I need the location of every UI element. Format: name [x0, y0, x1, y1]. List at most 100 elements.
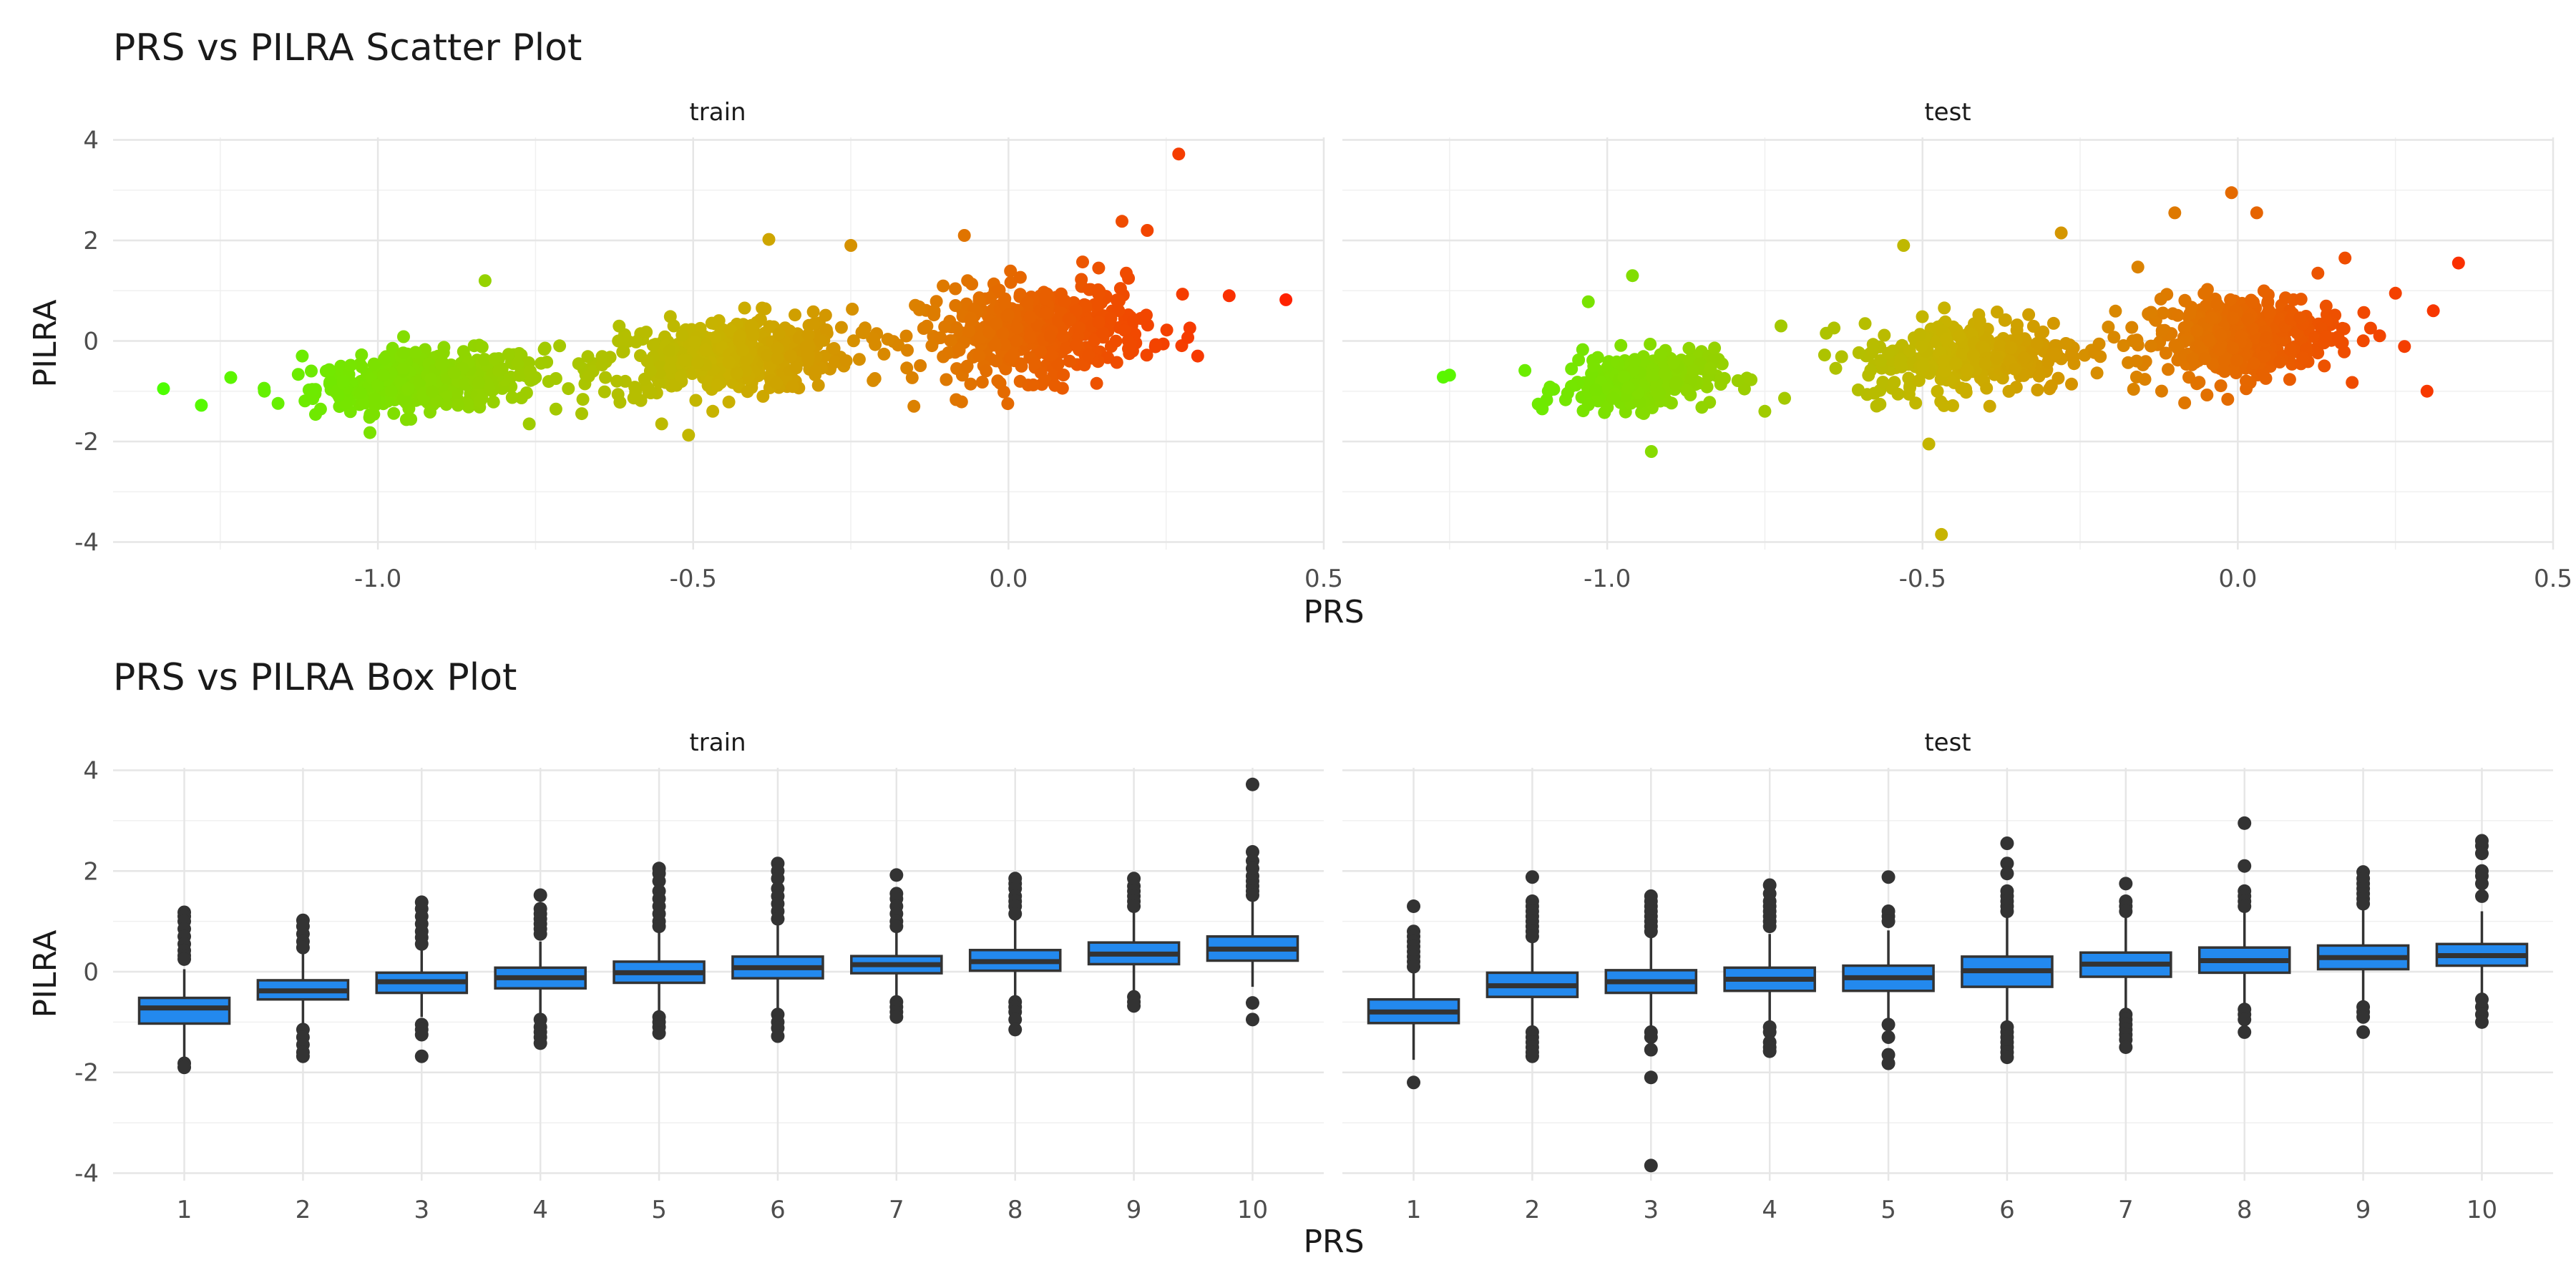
- scatter-point: [640, 326, 653, 339]
- scatter-point: [2155, 384, 2168, 398]
- scatter-point: [1082, 348, 1096, 362]
- scatter-point: [2047, 347, 2061, 361]
- scatter-point: [955, 395, 968, 409]
- scatter-point: [1931, 384, 1944, 398]
- box-iqr: [137, 996, 231, 1025]
- scatter-point: [2214, 328, 2228, 342]
- x-tick-label: 2: [1525, 1196, 1541, 1224]
- scatter-point: [224, 371, 238, 384]
- scatter-point: [582, 369, 595, 383]
- scatter-point: [1903, 344, 1916, 358]
- scatter-point: [944, 334, 957, 347]
- scatter-point: [1109, 334, 1123, 348]
- scatter-point: [1090, 376, 1103, 390]
- x-tick-label: 2: [296, 1196, 311, 1224]
- scatter-point: [1004, 264, 1018, 278]
- scatter-point: [1002, 308, 1015, 322]
- scatter-point: [1999, 313, 2012, 326]
- scatter-point: [2214, 379, 2228, 393]
- box-outlier: [533, 927, 547, 941]
- box-outlier: [1407, 960, 1421, 974]
- scatter-point: [195, 399, 208, 412]
- scatter-point: [344, 358, 357, 372]
- scatter-point: [336, 374, 350, 388]
- scatter-point: [988, 338, 1002, 352]
- scatter-point: [1644, 445, 1658, 458]
- scatter-point: [2127, 383, 2140, 396]
- scatter-point: [1912, 374, 1926, 387]
- scatter-point: [758, 302, 772, 316]
- scatter-point: [925, 339, 939, 353]
- scatter-point: [1990, 351, 2004, 365]
- scatter-point: [2004, 341, 2018, 355]
- scatter-point: [1669, 376, 1683, 389]
- scatter-point: [1949, 356, 1963, 370]
- box-outlier: [771, 912, 785, 926]
- scatter-point: [447, 366, 461, 380]
- scatter-point: [1873, 398, 1887, 411]
- scatter-point: [689, 394, 703, 407]
- scatter-point: [1940, 333, 1953, 346]
- scatter-point: [2139, 355, 2152, 369]
- y-tick-label: 2: [83, 227, 99, 255]
- x-tick-label: -0.5: [670, 565, 717, 593]
- scatter-point: [2168, 206, 2182, 220]
- scatter-point: [599, 371, 613, 384]
- scatter-point: [1028, 357, 1042, 370]
- scatter-point: [1606, 391, 1620, 405]
- scatter-point: [2293, 311, 2307, 325]
- scatter-point: [1818, 348, 1831, 362]
- scatter-point: [1828, 321, 1841, 335]
- box-outlier: [1644, 1158, 1658, 1173]
- scatter-point: [1654, 348, 1667, 361]
- scatter-point: [1955, 381, 1968, 395]
- scatter-point: [1915, 339, 1928, 353]
- scatter-point: [1891, 387, 1905, 401]
- scatter-point: [1626, 269, 1639, 283]
- scatter-point: [1443, 369, 1456, 382]
- y-tick-label: -2: [74, 1059, 99, 1088]
- scatter-point: [2130, 333, 2144, 347]
- scatter-point: [2031, 336, 2044, 350]
- scatter-point: [305, 364, 318, 378]
- scatter-point: [2155, 324, 2169, 337]
- scatter-point: [912, 303, 926, 316]
- scatter-point: [952, 343, 966, 357]
- scatter-point: [618, 335, 632, 348]
- scatter-point: [1946, 399, 1959, 412]
- scatter-point: [1565, 362, 1579, 376]
- scatter-point: [722, 395, 736, 409]
- scatter-panel-test: -1.0 -0.5 0.0 0.5: [1342, 137, 2572, 593]
- box-outlier: [889, 868, 904, 882]
- scatter-point: [1010, 334, 1023, 348]
- scatter-point: [2178, 396, 2192, 409]
- x-tick-label: 5: [1880, 1196, 1896, 1224]
- scatter-point: [1040, 306, 1053, 320]
- scatter-point: [1637, 406, 1651, 420]
- scatter-point: [1916, 310, 1929, 323]
- scatter-point: [2389, 286, 2402, 300]
- scatter-point: [1626, 364, 1640, 378]
- scatter-point: [1110, 293, 1123, 307]
- box-outlier: [2356, 1025, 2371, 1039]
- scatter-point: [2260, 331, 2273, 344]
- scatter-point: [505, 391, 519, 404]
- scatter-point: [991, 374, 1005, 388]
- scatter-point: [961, 274, 975, 288]
- scatter-point: [1976, 341, 1989, 353]
- boxplot-strip-test: test: [1924, 728, 1971, 757]
- box-outlier: [1245, 996, 1259, 1010]
- scatter-point: [2247, 356, 2260, 370]
- scatter-point: [475, 340, 489, 353]
- x-tick-label: 0.5: [1304, 565, 1343, 593]
- scatter-point: [472, 376, 486, 390]
- scatter-point: [675, 369, 688, 383]
- scatter-point: [535, 356, 548, 370]
- scatter-point: [575, 407, 588, 421]
- scatter-point: [2031, 384, 2044, 396]
- scatter-point: [549, 372, 562, 385]
- scatter-point: [2205, 311, 2218, 325]
- scatter-point: [786, 380, 799, 394]
- scatter-point: [2200, 389, 2214, 401]
- scatter-point: [2246, 322, 2260, 336]
